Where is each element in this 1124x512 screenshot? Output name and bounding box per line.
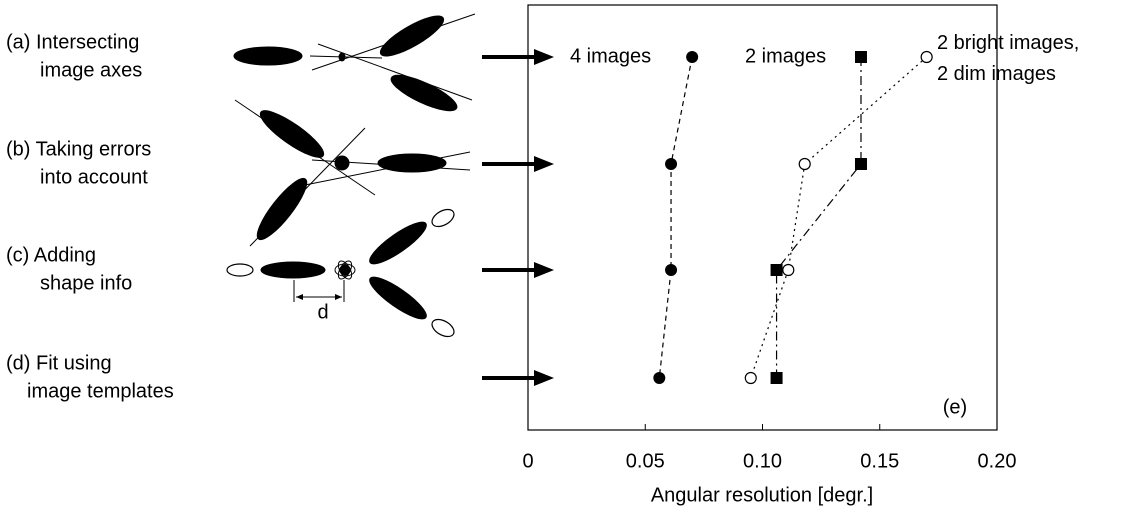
x-tick-label: 0.10 (743, 450, 782, 472)
row-label: (b) Taking errors (6, 138, 151, 160)
row-label: image axes (40, 59, 142, 81)
x-tick-label: 0.05 (626, 450, 665, 472)
point (854, 158, 867, 170)
series-label: 2 images (745, 45, 826, 67)
point (770, 372, 783, 384)
row-arrowhead (534, 156, 554, 172)
row-arrowhead (534, 370, 554, 386)
point (686, 51, 699, 63)
row-arrowhead (534, 262, 554, 278)
point (653, 372, 666, 384)
point (770, 264, 783, 276)
row-label: shape info (40, 272, 132, 294)
series-label: 2 bright images, 2 dim images (937, 32, 1079, 85)
x-tick-label: 0.15 (860, 450, 899, 472)
x-tick-label: 0 (522, 450, 533, 472)
series-label-line: 2 bright images, (937, 32, 1079, 54)
diagram-label: d (317, 301, 328, 323)
point (854, 51, 867, 63)
series-line (658, 56, 693, 379)
series-line (775, 57, 862, 378)
diagrams (226, 13, 476, 338)
x-tick-label: 0.20 (978, 450, 1017, 472)
row-label: (c) Adding (6, 244, 96, 266)
point (782, 263, 795, 277)
panel-label: (e) (943, 396, 967, 418)
row-label: (d) Fit using (6, 352, 112, 374)
x-axis-title: Angular resolution [degr.] (651, 484, 873, 506)
series-line (750, 56, 928, 379)
point (665, 264, 678, 276)
series-label: 4 images (570, 45, 651, 67)
row-label: image templates (27, 380, 174, 402)
point (798, 157, 811, 171)
point (665, 158, 678, 170)
row-arrowhead (534, 49, 554, 65)
series-label-line: 2 dim images (937, 63, 1056, 85)
plot-frame (527, 4, 998, 431)
row-label: into account (40, 166, 148, 188)
row-label: (a) Intersecting (6, 31, 139, 53)
point (744, 371, 757, 385)
point (920, 50, 933, 64)
